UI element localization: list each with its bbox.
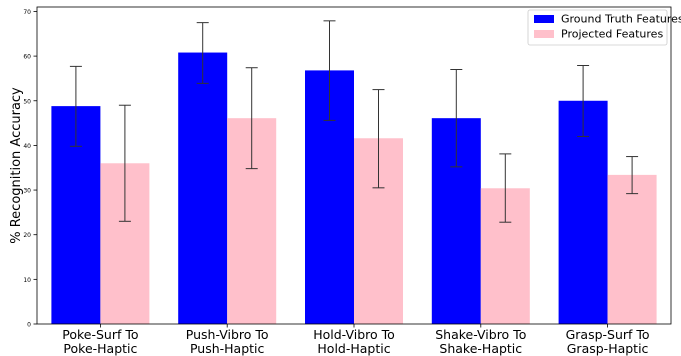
y-tick-label: 60 xyxy=(23,54,31,61)
error-bar xyxy=(196,22,209,84)
y-axis-label: % Recognition Accuracy xyxy=(9,87,24,244)
error-bar xyxy=(118,104,131,222)
bar-ground-truth xyxy=(178,52,228,325)
y-axis: 0 10 20 30 40 50 60 70 xyxy=(23,9,37,329)
bar-ground-truth xyxy=(558,100,608,325)
x-tick-label: Poke-Surf To xyxy=(62,327,138,342)
error-bar xyxy=(372,89,385,189)
error-bar xyxy=(499,153,512,223)
y-tick-label: 10 xyxy=(23,277,31,284)
legend-label: Projected Features xyxy=(561,28,663,41)
error-bar xyxy=(323,20,336,121)
x-tick-label: Grasp-Surf To xyxy=(566,327,650,342)
legend-swatch xyxy=(534,15,554,23)
y-tick-label: 20 xyxy=(23,232,31,239)
legend-swatch xyxy=(534,30,554,38)
error-bar xyxy=(450,69,463,168)
x-tick-label: Shake-Vibro To xyxy=(435,327,526,342)
error-bar xyxy=(69,65,82,147)
error-bar xyxy=(245,67,258,170)
x-tick-label: Hold-Haptic xyxy=(317,341,390,356)
x-tick-label: Shake-Haptic xyxy=(439,341,522,356)
y-tick-label: 40 xyxy=(23,143,31,150)
y-tick-label: 30 xyxy=(23,188,31,195)
y-tick-label: 70 xyxy=(23,9,31,16)
bar-projected xyxy=(607,174,657,324)
x-tick-label: Push-Vibro To xyxy=(186,327,269,342)
plot-frame xyxy=(36,6,672,325)
x-tick-label: Push-Haptic xyxy=(190,341,265,356)
bars xyxy=(51,52,657,325)
legend-box xyxy=(527,9,668,46)
x-tick-label: Grasp-Haptic xyxy=(567,341,649,356)
error-bars xyxy=(69,20,639,223)
x-tick-label: Poke-Haptic xyxy=(63,341,137,356)
y-tick-label: 0 xyxy=(27,322,31,329)
error-bar xyxy=(626,156,639,195)
y-tick-label: 50 xyxy=(23,98,31,105)
x-tick-label: Hold-Vibro To xyxy=(313,327,395,342)
legend-label: Ground Truth Features xyxy=(561,13,681,26)
error-bar xyxy=(577,64,590,137)
legend: Ground Truth Features Projected Features xyxy=(527,9,681,46)
